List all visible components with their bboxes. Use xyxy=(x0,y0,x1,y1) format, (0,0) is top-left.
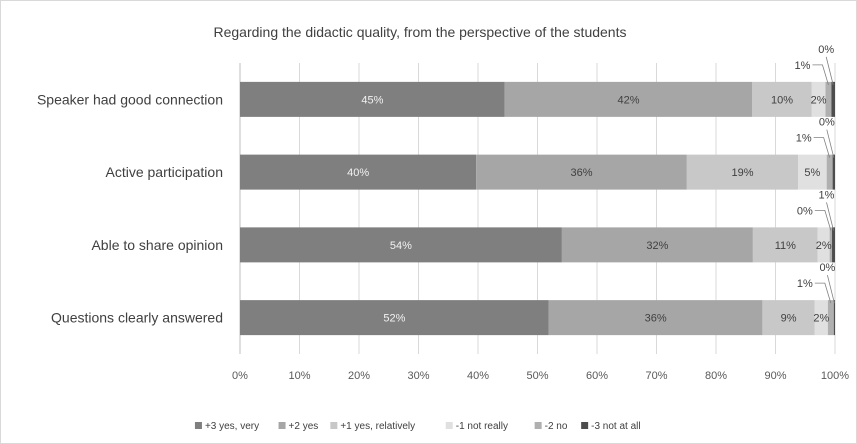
category-label: Active participation xyxy=(105,164,223,180)
data-label: 52% xyxy=(383,313,405,325)
data-label: 2% xyxy=(811,94,827,106)
bar-segment xyxy=(829,227,833,263)
bar-segment xyxy=(561,227,753,263)
data-label: 2% xyxy=(813,313,829,325)
legend-swatch xyxy=(330,422,338,429)
leader-line xyxy=(827,275,835,304)
bar-segment xyxy=(811,81,826,117)
bar-segment xyxy=(240,154,477,190)
bar-segment xyxy=(817,227,830,263)
x-tick-label: 0% xyxy=(232,370,248,382)
leader-line xyxy=(813,137,831,158)
x-tick-label: 90% xyxy=(764,370,786,382)
bar-segment xyxy=(240,227,562,263)
legend-label: +3 yes, very xyxy=(205,421,259,432)
bar-segment xyxy=(762,300,815,336)
category-label: Able to share opinion xyxy=(91,237,223,253)
data-label: 0% xyxy=(797,205,813,217)
bar-segment xyxy=(826,154,833,190)
leader-line xyxy=(826,202,834,231)
data-label: 1% xyxy=(796,133,812,145)
data-label: 10% xyxy=(771,94,793,106)
data-label: 19% xyxy=(731,167,753,179)
legend-label: -2 no xyxy=(545,421,568,432)
category-label: Questions clearly answered xyxy=(51,310,223,326)
data-label: 1% xyxy=(795,60,811,72)
data-label: 5% xyxy=(804,167,820,179)
bar-segment xyxy=(833,300,835,336)
legend-swatch xyxy=(445,422,453,429)
bar-segment xyxy=(798,154,827,190)
bar-segment xyxy=(548,300,763,336)
data-label: 0% xyxy=(819,262,835,274)
data-label: 2% xyxy=(816,240,832,252)
bar-segment xyxy=(504,81,753,117)
legend-swatch xyxy=(581,422,589,429)
data-label: 40% xyxy=(347,167,369,179)
data-label: 36% xyxy=(571,167,593,179)
leader-line xyxy=(814,209,832,231)
data-label: 36% xyxy=(645,313,667,325)
x-tick-label: 10% xyxy=(288,370,310,382)
legend-label: -3 not at all xyxy=(591,421,640,432)
chart-title: Regarding the didactic quality, from the… xyxy=(214,24,627,40)
data-label: 1% xyxy=(819,189,835,201)
bar-segment xyxy=(827,300,834,336)
x-tick-label: 60% xyxy=(586,370,608,382)
data-label: 42% xyxy=(618,94,640,106)
bar-segment xyxy=(752,81,812,117)
bar-segment xyxy=(814,300,828,336)
x-tick-label: 80% xyxy=(705,370,727,382)
data-label: 0% xyxy=(818,44,834,56)
bar-segment xyxy=(752,227,818,263)
legend-swatch xyxy=(534,422,542,429)
bar-segment xyxy=(686,154,799,190)
legend-swatch xyxy=(278,422,286,429)
bar-segment xyxy=(825,81,832,117)
legend-label: +2 yes xyxy=(289,421,319,432)
leader-line xyxy=(812,64,829,85)
bar-segment xyxy=(240,81,505,117)
category-label: Speaker had good connection xyxy=(37,91,223,107)
bar-segment xyxy=(832,227,835,263)
leader-line xyxy=(826,129,835,158)
bar-segment xyxy=(832,154,835,190)
data-label: 1% xyxy=(797,278,813,290)
data-label: 45% xyxy=(361,94,383,106)
data-label: 54% xyxy=(390,240,412,252)
bar-segment xyxy=(240,300,549,336)
bar-segment xyxy=(476,154,687,190)
leader-line xyxy=(825,56,834,85)
bar-segment xyxy=(831,81,835,117)
x-tick-label: 40% xyxy=(467,370,489,382)
legend-label: +1 yes, relatively xyxy=(340,421,415,432)
x-tick-label: 70% xyxy=(645,370,667,382)
x-tick-label: 20% xyxy=(348,370,370,382)
x-tick-label: 50% xyxy=(526,370,548,382)
data-label: 11% xyxy=(775,240,796,252)
x-tick-label: 30% xyxy=(407,370,429,382)
x-tick-label: 100% xyxy=(821,370,849,382)
data-label: 9% xyxy=(781,313,797,325)
legend-label: -1 not really xyxy=(456,421,508,432)
leader-line xyxy=(814,282,832,304)
legend-swatch xyxy=(194,422,202,429)
data-label: 0% xyxy=(819,117,835,129)
data-label: 32% xyxy=(646,240,668,252)
